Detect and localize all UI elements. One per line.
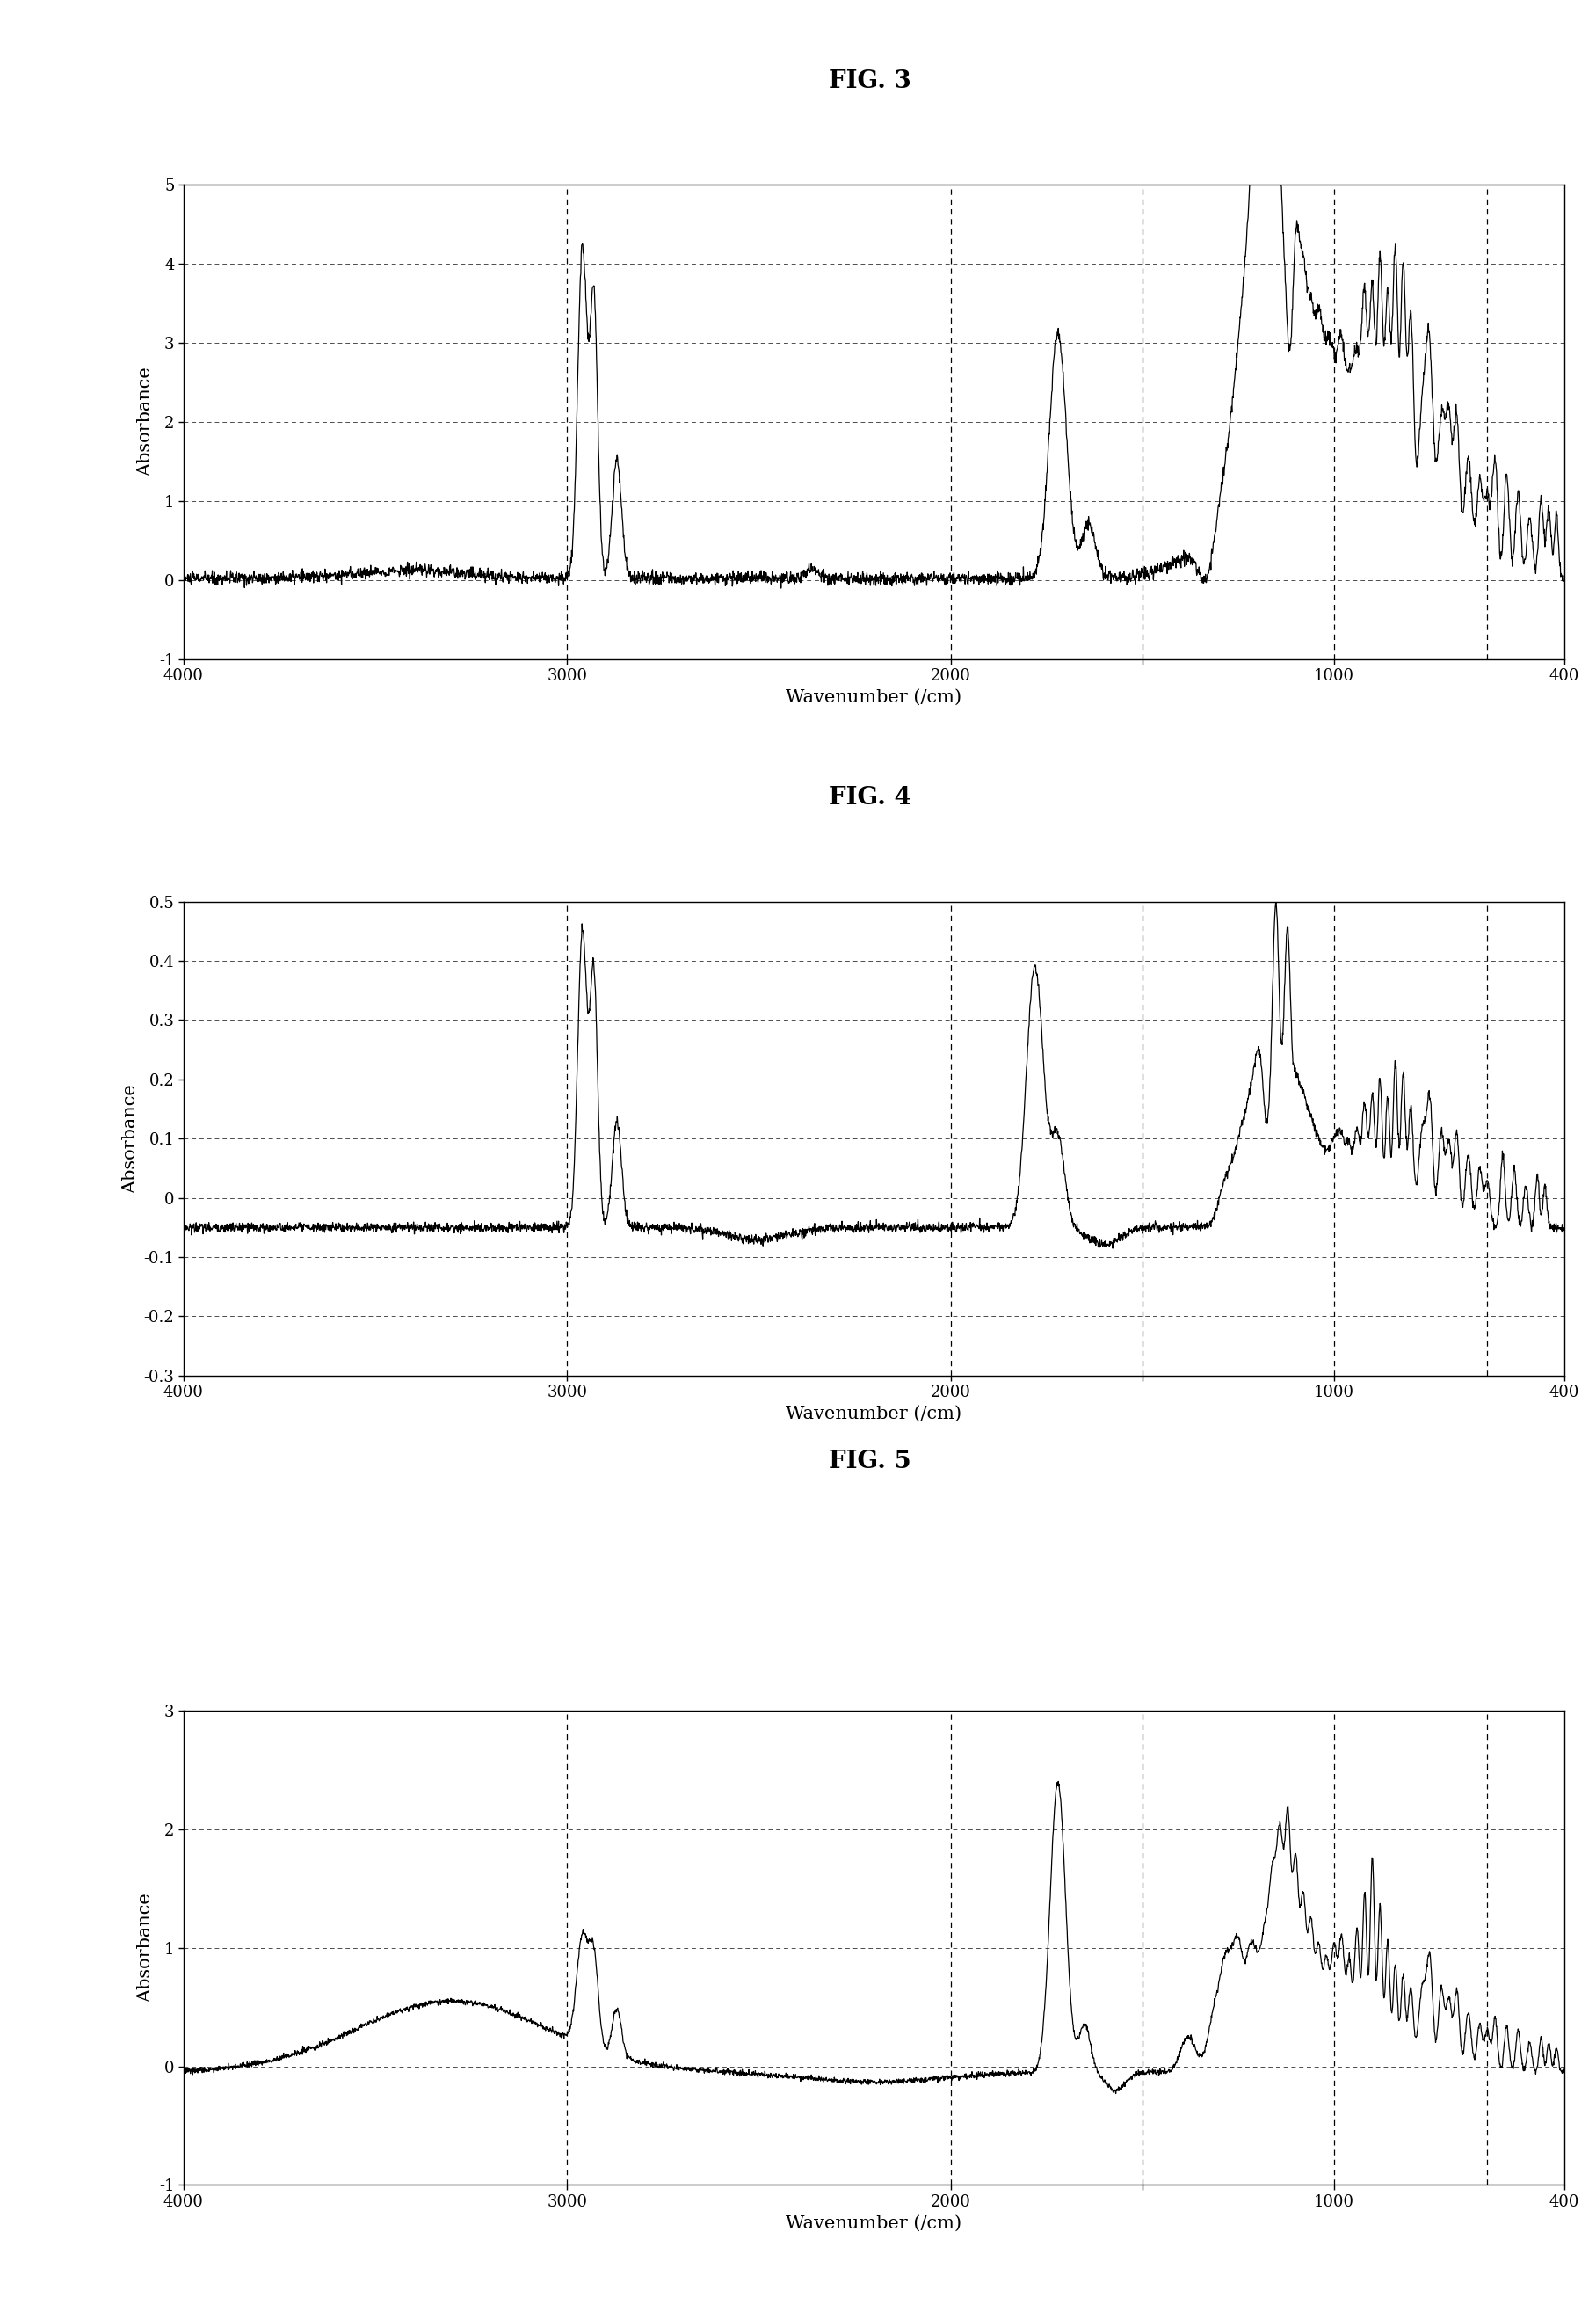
X-axis label: Wavenumber (/cm): Wavenumber (/cm) bbox=[785, 1406, 962, 1422]
X-axis label: Wavenumber (/cm): Wavenumber (/cm) bbox=[785, 689, 962, 705]
Text: FIG. 3: FIG. 3 bbox=[828, 69, 911, 92]
Text: FIG. 5: FIG. 5 bbox=[828, 1450, 911, 1473]
Y-axis label: Absorbance: Absorbance bbox=[137, 1894, 155, 2002]
Y-axis label: Absorbance: Absorbance bbox=[137, 368, 155, 476]
Text: FIG. 4: FIG. 4 bbox=[828, 786, 911, 809]
Y-axis label: Absorbance: Absorbance bbox=[123, 1084, 139, 1193]
X-axis label: Wavenumber (/cm): Wavenumber (/cm) bbox=[785, 2215, 962, 2231]
